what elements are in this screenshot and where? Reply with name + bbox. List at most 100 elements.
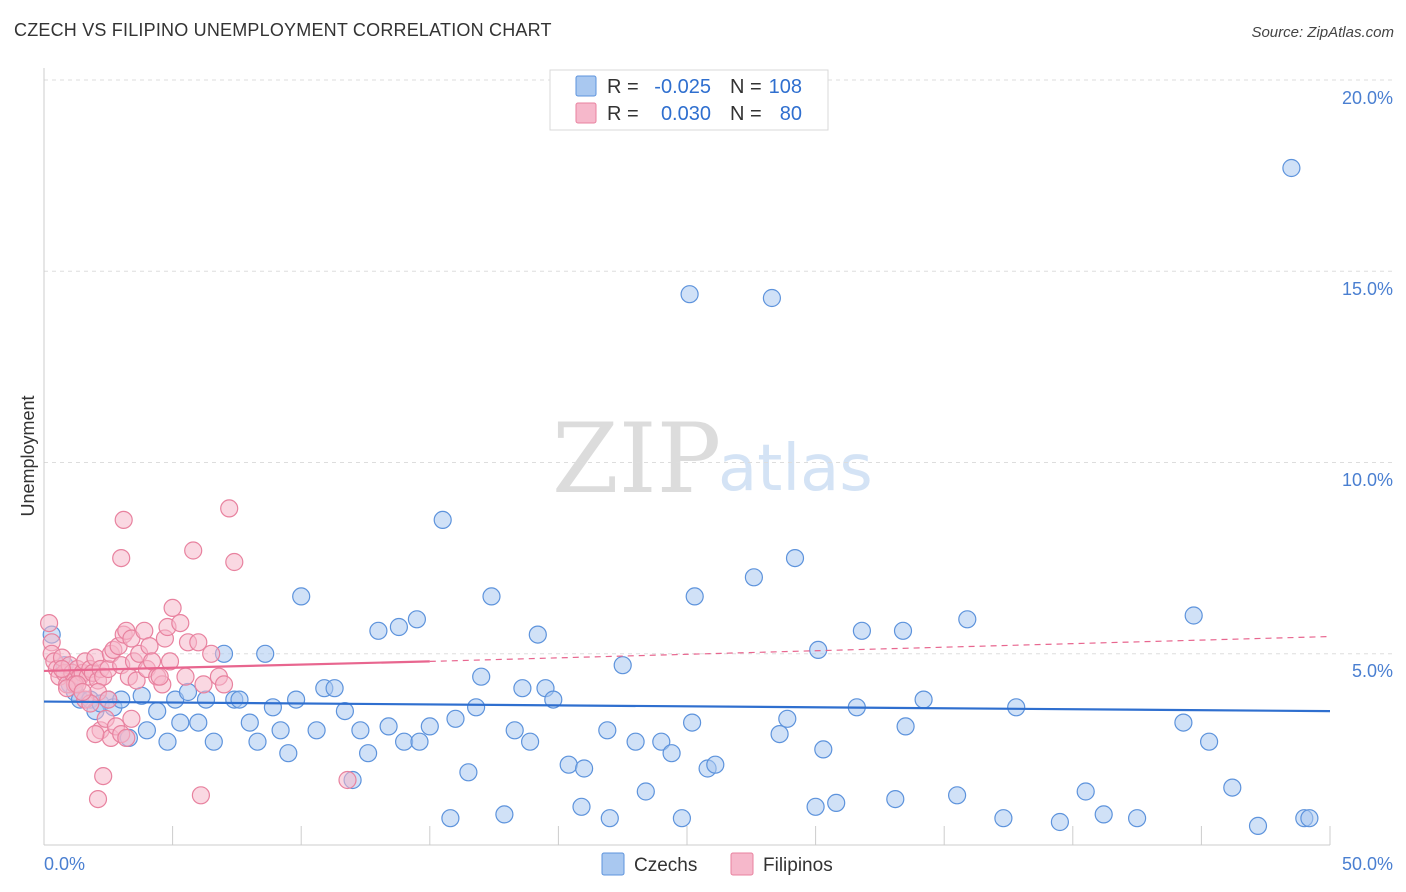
czechs-point-96 — [1050, 812, 1070, 832]
czechs-point-44 — [407, 610, 426, 629]
czechs-point-51 — [467, 698, 486, 717]
czechs-point-32 — [292, 587, 311, 606]
gridlines — [44, 79, 1392, 655]
filipinos-point-76 — [191, 786, 210, 805]
czechs-point-48 — [441, 809, 460, 828]
legend-bottom-czechs-swatch — [601, 852, 625, 876]
legend-series: Czechs Filipinos — [601, 852, 833, 876]
czechs-point-24 — [230, 690, 249, 709]
filipinos-point-56 — [112, 548, 131, 568]
filipinos-point-70 — [52, 659, 72, 679]
filipinos-point-0 — [39, 613, 59, 633]
czechs-point-80 — [778, 709, 797, 728]
watermark: ZIP atlas — [552, 403, 873, 515]
filipinos-point-46 — [176, 667, 195, 686]
czechs-point-98 — [1094, 805, 1113, 824]
filipinos-point-52 — [214, 675, 234, 694]
czechs-point-85 — [827, 793, 846, 813]
czechs-point-101 — [1184, 606, 1203, 625]
filipinos-point-48 — [184, 541, 203, 560]
y-tick-label-20: 20.0% — [1342, 88, 1393, 108]
czechs-point-60 — [544, 690, 563, 709]
czechs-point-38 — [351, 721, 370, 740]
legend-czechs-n-value: 108 — [769, 76, 802, 98]
czechs-point-35 — [325, 679, 344, 698]
czechs-point-54 — [495, 805, 514, 824]
czechs-point-76 — [706, 755, 725, 774]
czechs-point-88 — [886, 789, 905, 809]
czechs-point-97 — [1076, 782, 1095, 801]
czechs-point-82 — [806, 797, 825, 816]
legend-filipinos-n-value: 80 — [780, 103, 802, 125]
filipinos-point-45 — [171, 613, 190, 633]
czechs-point-79 — [770, 724, 789, 744]
legend-czechs-n-label: N = — [730, 76, 762, 98]
legend-bottom-filipinos-label: Filipinos — [763, 855, 833, 876]
czechs-point-41 — [379, 717, 398, 736]
watermark-atlas: atlas — [718, 432, 873, 506]
czechs-point-47 — [433, 510, 452, 530]
x-ticks — [43, 826, 1331, 845]
czechs-point-25 — [240, 713, 259, 732]
trend-lines — [43, 635, 1331, 713]
czechs-point-83 — [809, 640, 828, 660]
czechs-point-77 — [744, 568, 764, 587]
filipinos-point-44 — [163, 598, 182, 618]
legend-czechs-r-label: R = — [607, 76, 639, 98]
czechs-point-61 — [559, 755, 578, 774]
czechs-point-33 — [307, 721, 326, 740]
filipinos-point-75 — [88, 789, 108, 809]
filipinos-point-35 — [135, 621, 154, 640]
czechs-point-27 — [256, 644, 275, 663]
czechs-point-58 — [528, 625, 547, 644]
filipinos-point-33 — [127, 671, 146, 690]
czechs-point-36 — [335, 701, 354, 721]
czechs-point-39 — [359, 744, 378, 763]
czechs-point-50 — [459, 763, 478, 782]
filipinos-point-74 — [94, 766, 113, 786]
czechs-point-46 — [420, 717, 439, 736]
legend-filipinos-r-label: R = — [607, 103, 639, 125]
filipinos-point-77 — [338, 770, 357, 790]
czechs-point-42 — [389, 617, 408, 637]
czechs-point-26 — [248, 732, 267, 751]
legend-czechs-r-value: -0.025 — [654, 76, 711, 98]
czechs-point-68 — [636, 782, 655, 801]
filipinos-point-63 — [117, 728, 136, 748]
czechs-point-102 — [1199, 732, 1219, 751]
filipinos-point-79 — [150, 667, 169, 686]
filipinos-point-73 — [86, 724, 105, 744]
trend-filipinos-dashed — [429, 635, 1331, 662]
filipinos-point-55 — [114, 510, 133, 530]
filipinos-point-43 — [160, 652, 180, 671]
filipinos-point-78 — [194, 675, 213, 694]
czechs-point-28 — [263, 698, 282, 717]
czechs-point-84 — [814, 740, 833, 759]
legend-czechs-swatch — [575, 75, 597, 97]
series-czechs — [42, 158, 1319, 836]
filipinos-point-37 — [140, 636, 159, 656]
filipinos-point-54 — [225, 552, 244, 572]
y-tick-label-5: 5.0% — [1352, 661, 1393, 681]
watermark-zip: ZIP — [552, 403, 721, 515]
y-tick-label-10: 10.0% — [1342, 470, 1393, 490]
czechs-point-13 — [137, 721, 156, 740]
czechs-point-78 — [762, 288, 782, 308]
czechs-point-89 — [893, 621, 913, 640]
czechs-point-29 — [271, 721, 290, 740]
filipinos-point-49 — [189, 633, 208, 652]
czechs-point-92 — [947, 786, 967, 805]
czechs-point-15 — [158, 732, 177, 751]
czechs-point-52 — [472, 667, 491, 686]
czechs-point-40 — [369, 621, 388, 640]
filipinos-point-65 — [99, 690, 118, 709]
czechs-point-57 — [520, 732, 540, 751]
czechs-point-93 — [958, 610, 977, 629]
czechs-point-99 — [1127, 809, 1147, 828]
legend-filipinos-r-value: 0.030 — [661, 103, 711, 125]
czechs-point-64 — [598, 721, 617, 740]
czechs-point-21 — [204, 732, 223, 751]
legend-filipinos-n-label: N = — [730, 103, 762, 125]
czechs-point-70 — [662, 744, 681, 763]
